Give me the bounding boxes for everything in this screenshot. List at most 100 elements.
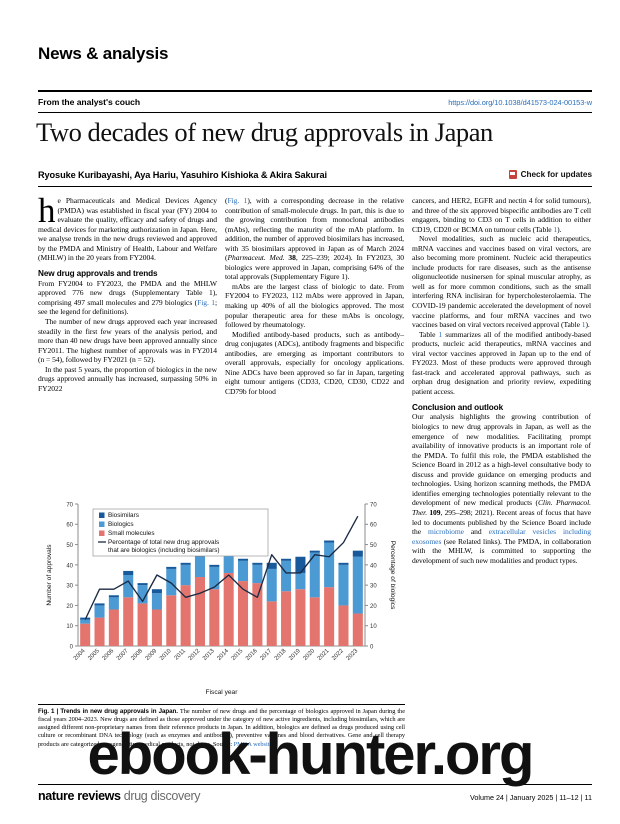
- svg-text:Biosimilars: Biosimilars: [108, 512, 139, 519]
- journal-name: Clin. Pharmacol. Ther.: [412, 498, 591, 517]
- column-3: cancers, and HER2, EGFR and nectin 4 for…: [412, 196, 591, 565]
- svg-text:2014: 2014: [216, 648, 230, 662]
- svg-text:60: 60: [66, 523, 73, 529]
- svg-text:2009: 2009: [145, 648, 159, 662]
- paragraph-biologics-proportion: In the past 5 years, the proportion of b…: [38, 364, 217, 393]
- svg-text:that are biologics (including: that are biologics (including biosimilar…: [108, 547, 220, 554]
- text-run: ).: [557, 224, 562, 234]
- couch-rule: [38, 112, 592, 114]
- figure-1: 0 10 20 30 40 50 60 70 0 10 20 30 40 50 60 70 Number of …: [38, 496, 405, 749]
- svg-text:60: 60: [370, 523, 377, 529]
- journal-volume: 38: [288, 253, 296, 263]
- check-for-updates-label: Check for updates: [520, 170, 592, 179]
- text-run: , 225–239; 2024). In FY2023, 30 biologic…: [225, 253, 404, 282]
- svg-text:50: 50: [66, 543, 73, 549]
- svg-text:40: 40: [66, 563, 73, 569]
- svg-text:0: 0: [70, 644, 74, 650]
- paragraph-novel-modalities: Novel modalities, such as nucleic acid t…: [412, 234, 591, 329]
- paragraph-conclusion: Our analysis highlights the growing cont…: [412, 412, 591, 565]
- exosomes-link[interactable]: extracellular vesicles including exosome…: [412, 527, 592, 546]
- svg-text:Number of approvals: Number of approvals: [46, 544, 53, 606]
- paragraph-adcs: Modified antibody-based products, such a…: [225, 329, 404, 396]
- svg-text:30: 30: [370, 584, 377, 590]
- brand-primary: nature reviews: [38, 789, 121, 803]
- svg-text:Small molecules: Small molecules: [108, 530, 155, 537]
- svg-text:2018: 2018: [274, 648, 288, 662]
- journal-name: Pharmaceut. Med.: [227, 253, 285, 263]
- svg-text:2010: 2010: [159, 648, 173, 662]
- column-header-row: From the analyst's couch https://doi.org…: [38, 97, 592, 107]
- svg-text:20: 20: [370, 604, 377, 610]
- article-body: he Pharmaceuticals and Medical Devices A…: [38, 191, 592, 565]
- text-run: (see Related links). The PMDA, in collab…: [412, 536, 591, 565]
- paragraph-table-summary: Table 1 summarizes all of the modified a…: [412, 330, 591, 397]
- svg-text:50: 50: [370, 543, 377, 549]
- paragraph-mabs: mAbs are the largest class of biologic t…: [225, 281, 404, 330]
- page-footer: nature reviews drug discovery Volume 24 …: [38, 789, 592, 803]
- svg-text:Fiscal year: Fiscal year: [206, 689, 239, 696]
- fig1-link[interactable]: Fig. 1: [227, 196, 248, 205]
- figure-caption-title: Fig. 1 | Trends in new drug approvals in…: [38, 708, 178, 716]
- text-run: , 295–298; 2021). Recent areas of focus …: [412, 507, 592, 537]
- text-run: From FY2004 to FY2023, the PMDA and the …: [38, 278, 217, 307]
- paragraph-approvals-count: From FY2004 to FY2023, the PMDA and the …: [38, 279, 217, 317]
- text-run: Table: [419, 329, 439, 339]
- text-run: ; see the legend for definitions).: [38, 297, 217, 317]
- text-run: Novel modalities, such as nucleic acid t…: [412, 234, 591, 330]
- svg-text:2011: 2011: [174, 648, 188, 662]
- svg-text:2013: 2013: [202, 648, 216, 662]
- journal-brand: nature reviews drug discovery: [38, 789, 201, 803]
- check-for-updates-badge[interactable]: Check for updates: [508, 170, 592, 179]
- table1-link[interactable]: 1: [581, 320, 586, 330]
- crossmark-icon: [508, 170, 517, 179]
- chart-container: 0 10 20 30 40 50 60 70 0 10 20 30 40 50 60 70 Number of …: [38, 496, 405, 701]
- pmda-website-link[interactable]: PMDA website: [233, 740, 273, 748]
- svg-text:10: 10: [370, 624, 377, 630]
- svg-text:2017: 2017: [259, 648, 273, 662]
- figure-caption: Fig. 1 | Trends in new drug approvals in…: [38, 708, 405, 748]
- column-1: he Pharmaceuticals and Medical Devices A…: [38, 191, 217, 565]
- heading-conclusion: Conclusion and outlook: [412, 402, 504, 412]
- text-run: ).: [585, 320, 590, 330]
- footer-rule: [38, 784, 592, 786]
- svg-text:2008: 2008: [130, 648, 144, 662]
- svg-text:2020: 2020: [303, 648, 317, 662]
- text-run: Our analysis highlights the growing cont…: [412, 412, 591, 508]
- text-run: cancers, and HER2, EGFR and nectin 4 for…: [412, 196, 591, 234]
- svg-text:2022: 2022: [331, 648, 345, 662]
- table1-link[interactable]: 1: [553, 224, 558, 234]
- text-run: (: [225, 196, 228, 205]
- approvals-stacked-bar-chart: 0 10 20 30 40 50 60 70 0 10 20 30 40 50 60 70 Number of …: [46, 502, 396, 696]
- svg-text:40: 40: [370, 563, 377, 569]
- paragraph-biosimilars: (Fig. 1), with a corresponding decrease …: [225, 196, 404, 282]
- svg-text:30: 30: [66, 584, 73, 590]
- journal-volume: 109: [429, 507, 441, 517]
- heading-new-drug-approvals: New drug approvals and trends: [38, 269, 158, 279]
- figure-caption-body: The number of new drugs and the percenta…: [38, 708, 405, 748]
- table1-link[interactable]: 1: [438, 329, 443, 339]
- authors-rule: [38, 186, 592, 188]
- text-run: summarizes all of the modified antibody-…: [412, 329, 591, 396]
- page-folio: Volume 24 | January 2025 | 11–12 | 11: [469, 793, 592, 802]
- brand-secondary: drug discovery: [123, 789, 201, 803]
- page-title: Two decades of new drug approvals in Jap…: [36, 117, 493, 147]
- svg-text:2021: 2021: [317, 648, 331, 662]
- figure-rule: [38, 704, 405, 706]
- svg-text:2016: 2016: [245, 648, 259, 662]
- microbiome-link[interactable]: microbiome: [428, 527, 464, 537]
- fig1-link[interactable]: Fig. 1: [197, 297, 215, 307]
- text-run: ), with a corresponding decrease in the …: [225, 196, 404, 263]
- svg-text:2023: 2023: [346, 648, 360, 662]
- svg-text:20: 20: [66, 604, 73, 610]
- svg-text:Biologics: Biologics: [108, 521, 134, 528]
- doi-link[interactable]: https://doi.org/10.1038/d41573-024-00153…: [448, 98, 592, 107]
- svg-text:2012: 2012: [188, 648, 202, 662]
- column-2: (Fig. 1), with a corresponding decrease …: [225, 196, 404, 565]
- paragraph-intro: he Pharmaceuticals and Medical Devices A…: [38, 191, 217, 263]
- svg-text:2007: 2007: [116, 648, 130, 662]
- column-label: From the analyst's couch: [38, 97, 141, 107]
- text-run: .: [272, 740, 274, 748]
- paragraph-yearly-trend: The number of new drugs approved each ye…: [38, 317, 217, 365]
- svg-text:2015: 2015: [231, 648, 245, 662]
